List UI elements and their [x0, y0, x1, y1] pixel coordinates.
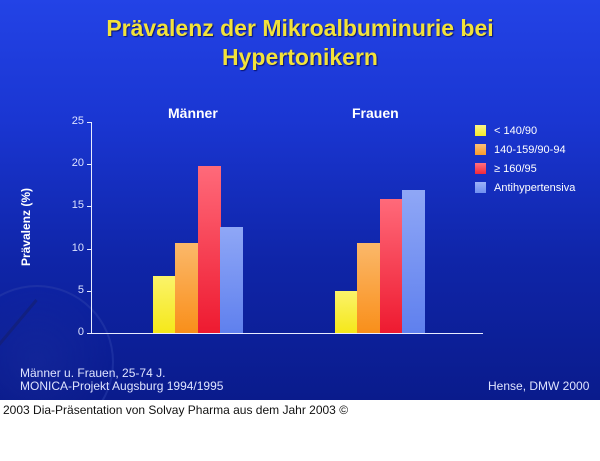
slide-title: Prävalenz der Mikroalbuminurie bei Hyper… [0, 14, 600, 72]
legend-swatch [475, 163, 486, 174]
y-tick-label: 25 [71, 115, 84, 127]
group-title-maenner: Männer [168, 105, 218, 121]
legend-item: < 140/90 [475, 121, 575, 140]
legend-label: < 140/90 [494, 124, 538, 137]
bar [401, 190, 425, 333]
slide: Prävalenz der Mikroalbuminurie bei Hyper… [0, 0, 600, 400]
legend-label: 140-159/90-94 [494, 143, 566, 156]
y-tick-label: 5 [77, 283, 84, 296]
study-note: Männer u. Frauen, 25-74 J. MONICA-Projek… [20, 367, 223, 393]
legend-label: ≥ 160/95 [494, 162, 537, 175]
legend-swatch [475, 144, 486, 155]
y-tick [87, 248, 91, 250]
bar [153, 276, 176, 333]
study-note-line-1: Männer u. Frauen, 25-74 J. [20, 366, 166, 380]
y-tick [87, 206, 91, 208]
y-tick-label: 20 [71, 157, 84, 170]
y-tick-label: 0 [77, 326, 84, 338]
source-citation: Hense, DMW 2000 [488, 379, 590, 393]
title-line-2: Hypertonikern [222, 44, 378, 70]
bar [357, 242, 381, 333]
y-tick [87, 290, 91, 292]
y-axis [91, 122, 92, 334]
bar [197, 165, 221, 333]
legend-label: Antihypertensiva [494, 181, 576, 194]
bar [379, 198, 403, 333]
y-tick [87, 164, 91, 166]
title-line-1: Prävalenz der Mikroalbuminurie bei [106, 15, 494, 41]
y-tick [87, 333, 91, 334]
y-tick-label: 15 [71, 199, 84, 212]
legend-item: Antihypertensiva [475, 178, 575, 197]
legend: < 140/90 140-159/90-94 ≥ 160/95 Antihype… [475, 121, 575, 197]
bar [219, 226, 243, 333]
group-title-frauen: Frauen [352, 105, 399, 121]
image-caption: 2003 Dia-Präsentation von Solvay Pharma … [3, 403, 349, 417]
y-tick [87, 122, 91, 123]
bar [335, 290, 358, 333]
legend-swatch [475, 182, 486, 193]
y-axis-label: Prävalenz (%) [19, 187, 33, 267]
legend-item: 140-159/90-94 [475, 140, 575, 159]
bar [175, 242, 199, 333]
legend-item: ≥ 160/95 [475, 159, 575, 178]
study-note-line-2: MONICA-Projekt Augsburg 1994/1995 [20, 379, 224, 393]
y-tick-label: 10 [71, 241, 84, 254]
legend-swatch [475, 125, 486, 136]
x-axis [91, 333, 483, 334]
